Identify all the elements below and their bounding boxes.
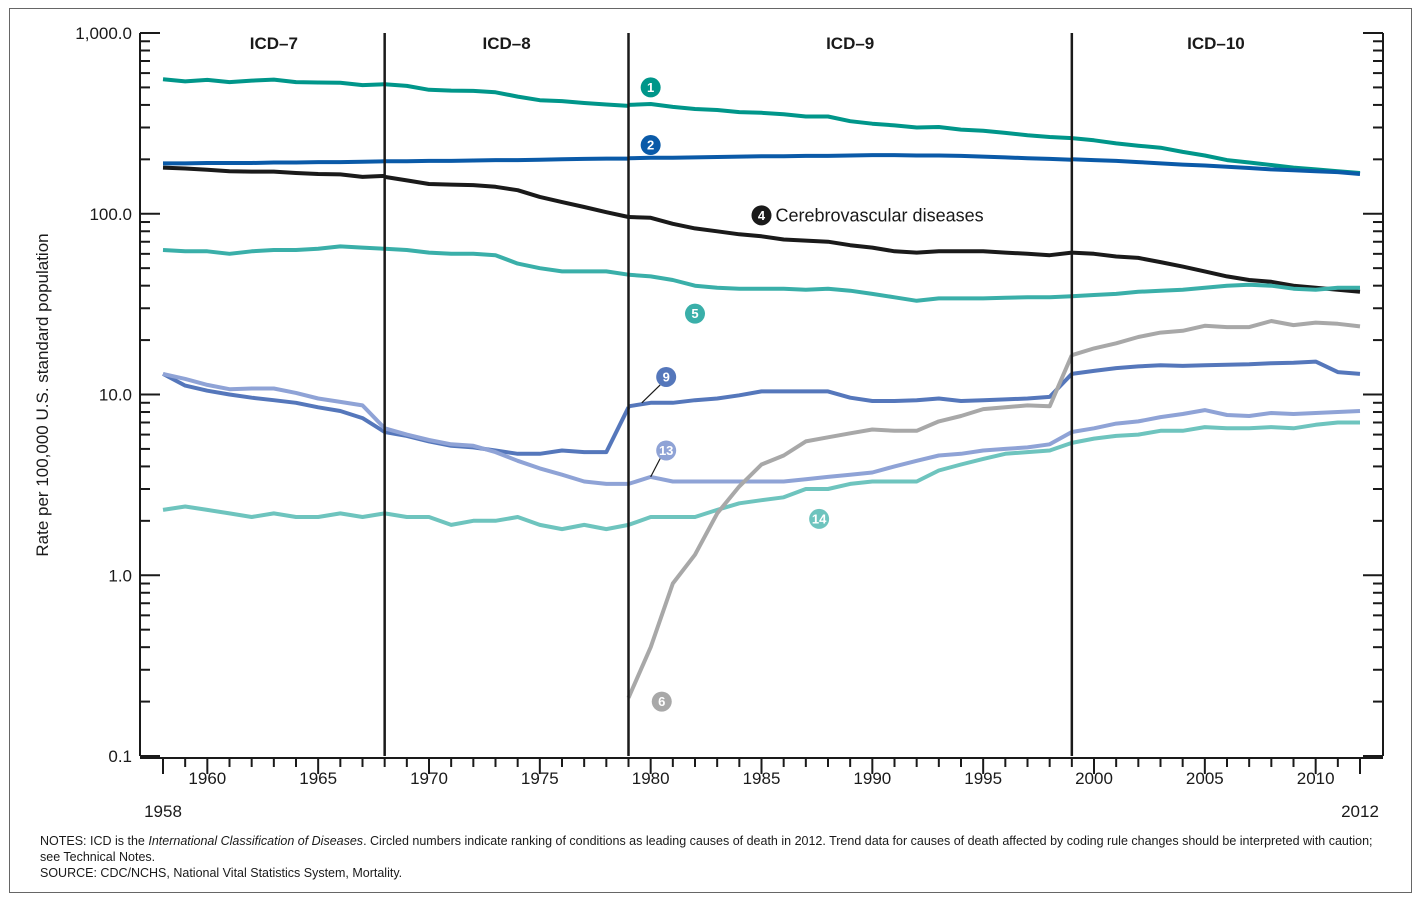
series-line-13	[384, 426, 629, 486]
series-line-4	[1071, 250, 1361, 294]
y-tick-label: 10.0	[99, 386, 132, 405]
marker-circle-6	[651, 691, 672, 712]
y-tick-label: 1,000.0	[75, 24, 132, 43]
x-end-label: 2012	[1341, 802, 1379, 821]
era-label: ICD–8	[482, 34, 530, 53]
marker-circle-13	[656, 440, 677, 461]
series-14	[162, 420, 1360, 532]
series-line-5	[384, 246, 629, 277]
x-tick-label: 1975	[521, 769, 559, 788]
series-line-1	[162, 77, 385, 88]
notes-text: NOTES: ICD is the International Classifi…	[40, 833, 1380, 865]
marker-number-2: 2	[647, 138, 654, 153]
marker-circle-4	[751, 205, 772, 226]
series-line-2	[628, 153, 1072, 162]
source-text: SOURCE: CDC/NCHS, National Vital Statist…	[40, 866, 403, 880]
x-tick-label: 2005	[1186, 769, 1224, 788]
series-line-9	[162, 372, 386, 434]
series-line-2	[1071, 157, 1361, 176]
y-axis-title: Rate per 100,000 U.S. standard populatio…	[33, 233, 52, 556]
series-line-13	[627, 430, 1073, 486]
marker-circle-5	[685, 303, 705, 324]
x-tick-label: 1965	[299, 769, 337, 788]
marker-circle-2	[640, 135, 661, 156]
marker-number-14: 14	[812, 511, 827, 526]
icd-dividers: ICD–7 ICD–8 ICD–9 ICD–10	[250, 33, 1245, 756]
series-4	[162, 165, 1361, 294]
series-line-4	[162, 165, 385, 179]
series-2	[163, 153, 1361, 176]
figure-frame	[9, 8, 1412, 893]
y-tick-label: 0.1	[108, 747, 132, 766]
series-line-14	[1071, 420, 1360, 445]
series-line-6	[1071, 319, 1361, 358]
series-line-6	[626, 354, 1074, 699]
x-tick-label: 1970	[410, 769, 448, 788]
series-label-4: Cerebrovascular diseases	[776, 205, 984, 225]
marker-circle-1	[640, 77, 661, 98]
notes-italic: International Classification of Diseases	[148, 834, 364, 848]
series-line-9	[1071, 359, 1361, 376]
callout-line-9	[641, 384, 661, 404]
series-line-14	[162, 504, 386, 519]
series-line-5	[1071, 282, 1360, 299]
marker-circle-14	[809, 508, 830, 529]
series-line-13	[1071, 408, 1361, 434]
x-tick-label: 2010	[1297, 769, 1335, 788]
y-tick-label: 1.0	[108, 566, 132, 585]
era-label: ICD–9	[826, 34, 874, 53]
series-line-1	[384, 82, 629, 108]
marker-number-5: 5	[691, 306, 698, 321]
series-line-14	[627, 441, 1073, 527]
marker-number-9: 9	[663, 369, 670, 384]
x-tick-label: 1980	[632, 769, 670, 788]
series-line-2	[384, 156, 629, 164]
x-tick-label: 2000	[1075, 769, 1113, 788]
series-line-13	[162, 371, 387, 430]
x-end-label: 1958	[144, 802, 182, 821]
series-13	[162, 371, 1361, 486]
x-tick-label: 1990	[853, 769, 891, 788]
x-tick-label: 1960	[188, 769, 226, 788]
series-line-9	[628, 372, 1074, 409]
series-line-14	[384, 511, 629, 532]
series-line-5	[162, 244, 385, 256]
marker-number-13: 13	[659, 443, 673, 458]
series-line-4	[628, 215, 1073, 258]
x-tick-label: 1995	[964, 769, 1002, 788]
series-1	[162, 77, 1361, 175]
notes-prefix: NOTES: ICD is the	[40, 834, 149, 848]
series-line-9	[384, 406, 631, 456]
era-label: ICD–10	[1187, 34, 1245, 53]
y-tick-label: 100.0	[89, 205, 132, 224]
series-6	[626, 319, 1361, 699]
notes-suffix: . Circled numbers indicate ranking of co…	[40, 834, 1373, 864]
marker-number-4: 4	[758, 208, 766, 223]
marker-number-1: 1	[647, 80, 654, 95]
series-line-2	[163, 159, 385, 166]
x-tick-label: 1985	[743, 769, 781, 788]
series-lines	[162, 77, 1361, 699]
series-5	[162, 244, 1360, 303]
series-line-5	[628, 272, 1072, 303]
series-markers: 1 2 4 Cerebrovascular diseases 5 9 13 14 6	[640, 77, 984, 712]
series-9	[162, 359, 1361, 456]
notes-block: NOTES: ICD is the International Classifi…	[40, 833, 1380, 881]
marker-circle-9	[656, 366, 677, 387]
series-line-4	[384, 174, 629, 219]
callout-line-13	[650, 458, 661, 478]
era-label: ICD–7	[250, 34, 298, 53]
marker-number-6: 6	[658, 694, 665, 709]
series-line-1	[628, 102, 1072, 141]
